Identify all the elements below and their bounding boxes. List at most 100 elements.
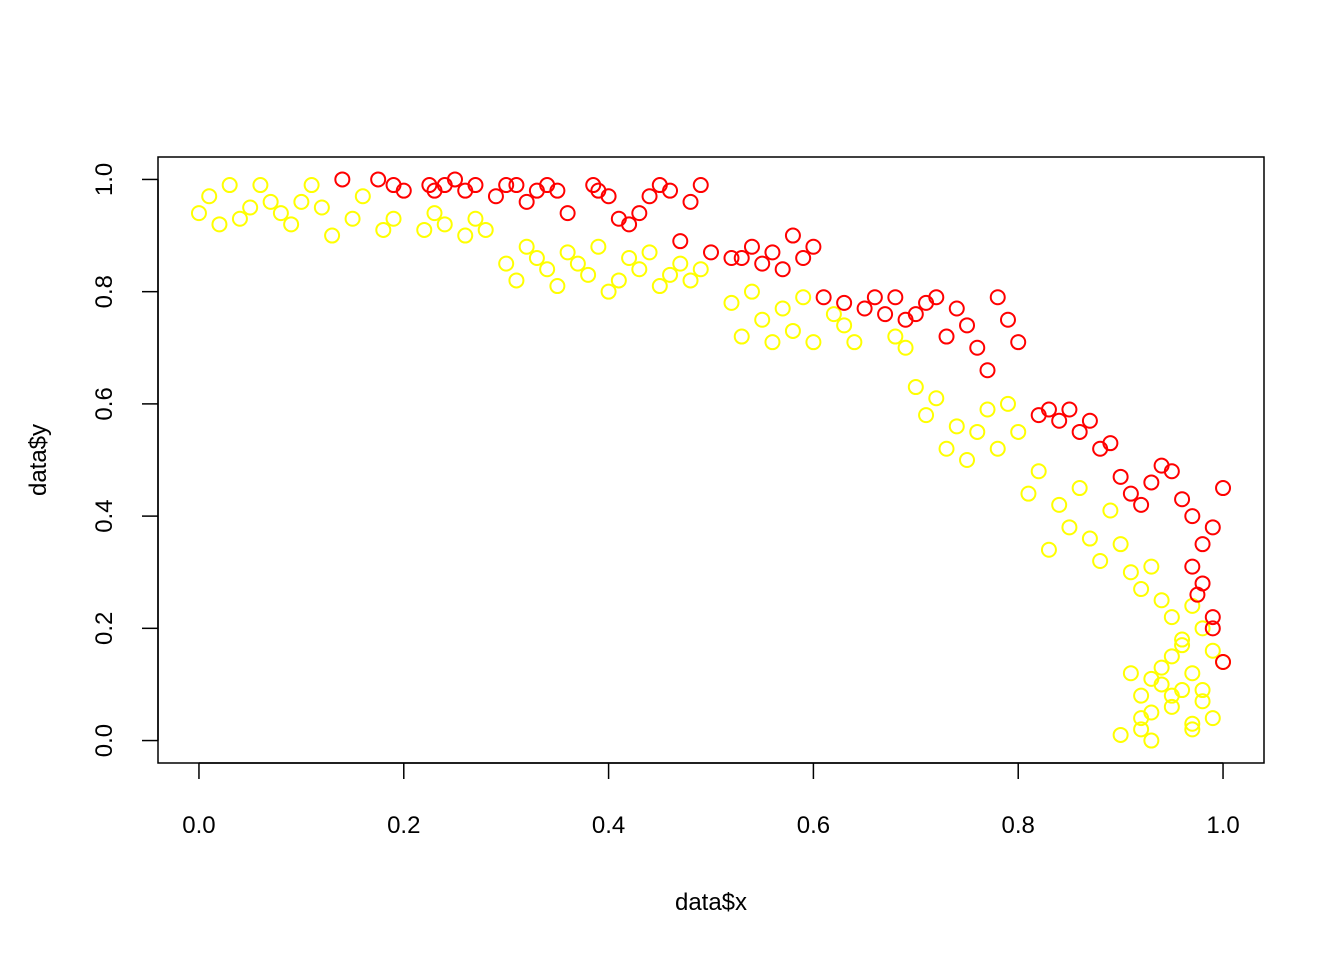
data-point: [467, 177, 484, 194]
data-point: [836, 294, 853, 311]
data-point: [1020, 485, 1037, 502]
data-point: [313, 199, 330, 216]
x-tick-label: 0.6: [797, 812, 830, 839]
data-point: [395, 182, 412, 199]
data-point: [764, 244, 781, 261]
data-point: [446, 171, 463, 188]
y-tick-label: 0.6: [91, 387, 118, 420]
data-point: [1081, 412, 1098, 429]
x-tick-label: 0.2: [387, 812, 420, 839]
data-point: [651, 278, 668, 295]
data-point: [518, 193, 535, 210]
data-point: [1133, 496, 1150, 513]
data-point: [641, 188, 658, 205]
x-tick-label: 0.0: [182, 812, 215, 839]
data-point: [1163, 648, 1180, 665]
data-point: [518, 238, 535, 255]
data-point: [774, 300, 791, 317]
data-point: [354, 188, 371, 205]
data-point: [1153, 659, 1170, 676]
data-point: [631, 205, 648, 222]
data-point: [201, 188, 218, 205]
data-point: [610, 272, 627, 289]
data-point: [1143, 558, 1160, 575]
data-point: [1143, 732, 1160, 749]
data-point: [1204, 609, 1221, 626]
data-point: [221, 177, 238, 194]
data-point: [231, 210, 248, 227]
data-point: [703, 244, 719, 261]
data-point: [1122, 485, 1139, 502]
data-point: [426, 205, 443, 222]
data-point: [856, 300, 873, 317]
data-point: [805, 238, 822, 255]
data-point: [989, 440, 1006, 457]
y-tick-label: 1.0: [91, 163, 118, 196]
data-point: [723, 294, 740, 311]
data-point: [549, 182, 566, 199]
data-point: [600, 283, 617, 300]
data-point: [621, 216, 638, 233]
data-point: [969, 423, 986, 440]
data-point: [508, 177, 525, 194]
data-point: [1051, 412, 1068, 429]
data-point: [487, 188, 504, 205]
data-point: [805, 334, 822, 351]
data-point: [928, 390, 945, 407]
data-point: [836, 317, 853, 334]
data-point: [283, 216, 300, 233]
data-point: [743, 283, 760, 300]
data-point: [662, 266, 679, 283]
data-point: [692, 261, 709, 278]
data-point: [662, 182, 679, 199]
data-point: [631, 261, 648, 278]
data-point: [948, 418, 965, 435]
data-point: [1215, 480, 1232, 497]
data-point: [815, 289, 832, 306]
x-tick-label: 0.8: [1002, 812, 1035, 839]
y-tick-label: 0.8: [91, 275, 118, 308]
data-point: [1204, 620, 1221, 637]
data-point: [754, 255, 771, 272]
data-point: [682, 193, 699, 210]
data-point: [436, 216, 453, 233]
data-point: [1194, 620, 1211, 637]
data-point: [508, 272, 525, 289]
data-point: [1194, 682, 1211, 699]
x-axis: 0.0 0.2 0.4 0.6 0.8 1.0: [182, 762, 1240, 839]
data-point: [585, 177, 602, 194]
data-point: [907, 379, 924, 396]
data-point: [1030, 463, 1047, 480]
data-point: [242, 199, 259, 216]
data-point: [498, 255, 515, 272]
data-point: [190, 205, 207, 222]
data-point: [1051, 496, 1068, 513]
data-point: [344, 210, 361, 227]
data-point: [938, 328, 955, 345]
y-axis-label: data$y: [25, 424, 52, 496]
data-point: [1194, 536, 1211, 553]
data-point: [641, 244, 658, 261]
data-point: [1081, 530, 1098, 547]
data-point: [825, 306, 842, 323]
data-point: [999, 395, 1016, 412]
data-point: [590, 238, 607, 255]
data-point: [1102, 435, 1119, 452]
data-point: [1163, 698, 1180, 715]
data-point: [498, 177, 515, 194]
data-point: [1163, 463, 1180, 480]
data-point: [1163, 609, 1180, 626]
data-point: [421, 177, 438, 194]
data-point: [477, 221, 494, 238]
data-point: [1174, 491, 1191, 508]
data-point: [959, 317, 976, 334]
data-point: [580, 266, 597, 283]
data-point: [907, 306, 924, 323]
data-point: [1184, 665, 1201, 682]
data-point: [1122, 564, 1139, 581]
data-point: [324, 227, 341, 244]
data-point: [754, 311, 771, 328]
data-point: [467, 210, 484, 227]
data-point: [370, 171, 387, 188]
